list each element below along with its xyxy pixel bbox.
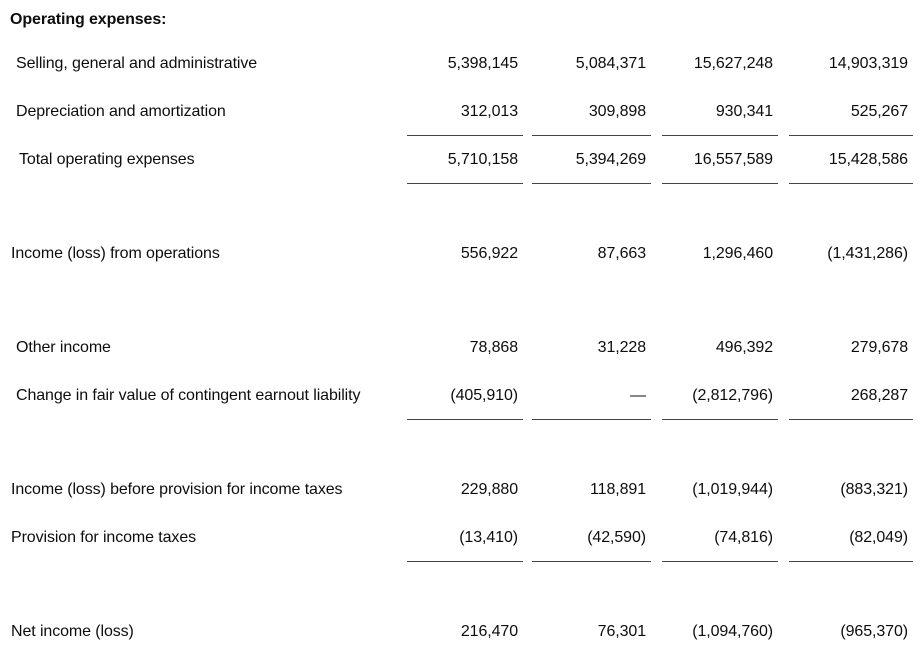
value-col-3: (2,812,796) <box>662 372 778 420</box>
table-row-change-fair-value: Change in fair value of contingent earno… <box>0 372 920 420</box>
row-label: Depreciation and amortization <box>16 103 226 120</box>
value-col-1: 312,013 <box>407 88 523 136</box>
value-col-2: 5,084,371 <box>575 55 646 72</box>
value-col-2: 5,394,269 <box>532 136 651 184</box>
value-col-4: 15,428,586 <box>789 136 913 184</box>
value-col-2: 76,301 <box>597 623 646 640</box>
row-label: Provision for income taxes <box>11 529 197 546</box>
table-row-income-before-taxes: Income (loss) before provision for incom… <box>0 466 920 514</box>
value-col-1: 216,470 <box>460 623 518 640</box>
value-col-3: (1,019,944) <box>692 481 773 498</box>
value-col-2: — <box>532 372 651 420</box>
value-col-4: 279,678 <box>850 339 908 356</box>
value-col-1: 5,398,145 <box>447 55 518 72</box>
value-col-3: (74,816) <box>662 514 778 562</box>
row-label: Net income (loss) <box>11 623 134 640</box>
table-row-provision-income-taxes: Provision for income taxes (13,410) (42,… <box>0 514 920 562</box>
section-header: Operating expenses: <box>10 11 167 28</box>
table-row-other-income: Other income 78,868 31,228 496,392 279,6… <box>0 324 920 372</box>
table-row-total-operating-expenses: Total operating expenses 5,710,158 5,394… <box>0 136 920 184</box>
value-col-3: 16,557,589 <box>662 136 778 184</box>
row-label: Income (loss) before provision for incom… <box>11 481 343 498</box>
section-header-row: Operating expenses: <box>0 0 920 40</box>
value-col-4: 525,267 <box>789 88 913 136</box>
value-col-3: 496,392 <box>715 339 773 356</box>
section-gap <box>0 278 920 324</box>
row-label: Total operating expenses <box>19 151 195 168</box>
row-label: Selling, general and administrative <box>16 55 258 72</box>
table-row-depreciation: Depreciation and amortization 312,013 30… <box>0 88 920 136</box>
row-label: Other income <box>16 339 111 356</box>
table-row-net-income: Net income (loss) 216,470 76,301 (1,094,… <box>0 608 920 647</box>
value-col-1: 5,710,158 <box>407 136 523 184</box>
value-col-4: (82,049) <box>789 514 913 562</box>
value-col-4: (1,431,286) <box>827 245 908 262</box>
section-gap <box>0 562 920 608</box>
value-col-2: 31,228 <box>597 339 646 356</box>
value-col-3: (1,094,760) <box>692 623 773 640</box>
row-label: Income (loss) from operations <box>11 245 220 262</box>
value-col-1: 78,868 <box>469 339 518 356</box>
value-col-4: (965,370) <box>840 623 908 640</box>
value-col-2: 87,663 <box>597 245 646 262</box>
section-gap <box>0 184 920 230</box>
table-row-sga: Selling, general and administrative 5,39… <box>0 40 920 88</box>
value-col-4: 268,287 <box>789 372 913 420</box>
value-col-1: 229,880 <box>460 481 518 498</box>
value-col-3: 15,627,248 <box>693 55 773 72</box>
table-row-income-from-operations: Income (loss) from operations 556,922 87… <box>0 230 920 278</box>
value-col-2: 309,898 <box>532 88 651 136</box>
section-gap <box>0 420 920 466</box>
value-col-1: (13,410) <box>407 514 523 562</box>
value-col-2: (42,590) <box>532 514 651 562</box>
value-col-3: 930,341 <box>662 88 778 136</box>
value-col-4: 14,903,319 <box>828 55 908 72</box>
value-col-1: 556,922 <box>460 245 518 262</box>
value-col-2: 118,891 <box>590 481 646 498</box>
row-label: Change in fair value of contingent earno… <box>16 387 361 404</box>
value-col-4: (883,321) <box>840 481 908 498</box>
value-col-3: 1,296,460 <box>702 245 773 262</box>
value-col-1: (405,910) <box>407 372 523 420</box>
